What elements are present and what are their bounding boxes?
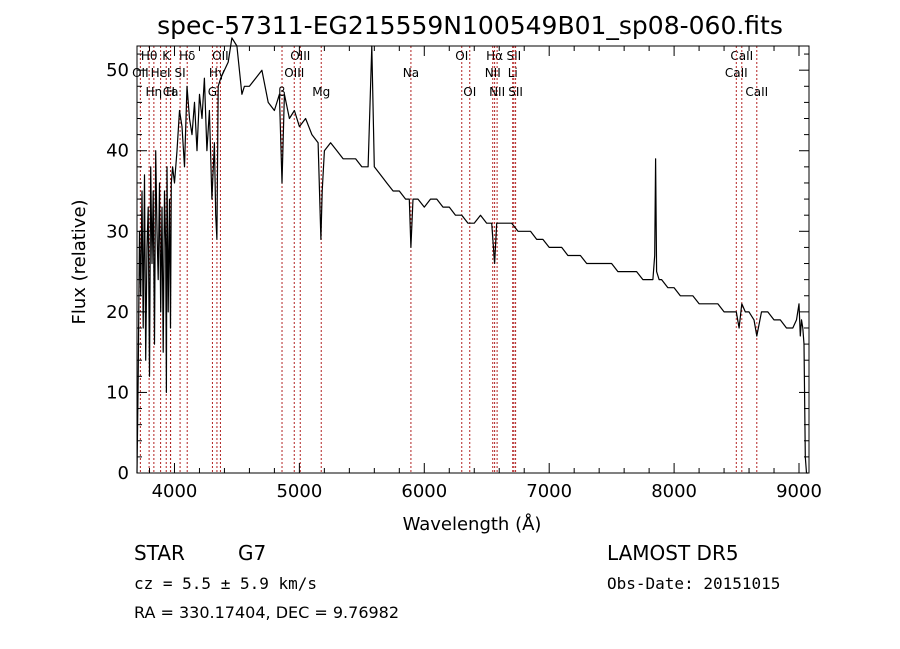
line-marker-label: OII [132,66,149,80]
line-marker-label: Hδ [179,49,195,63]
line-marker-label: OI [463,85,476,99]
line-marker-label: NII [489,85,505,99]
line-marker-label: Hη [146,85,163,99]
y-tick-label: 40 [106,141,129,162]
line-marker-label: H [166,85,175,99]
line-marker-label: OII [212,49,229,63]
y-axis-label: Flux (relative) [69,199,90,324]
x-tick-label: 9000 [776,481,822,502]
line-marker-label: CaII [725,66,748,80]
x-tick-label: 8000 [651,481,697,502]
x-tick-label: 7000 [526,481,572,502]
line-marker-label: Na [403,66,419,80]
line-marker-label: Li [508,66,518,80]
line-marker-label: G [208,85,217,99]
object-subclass: G7 [238,541,266,565]
x-axis-label: Wavelength (Å) [403,513,542,535]
line-marker-label: Mg [312,85,330,99]
spectrum-series [136,37,808,474]
y-tick-label: 20 [106,302,129,323]
line-marker-label: SI [175,66,186,80]
axes: 4000 5000 6000 7000 8000 9000 0 10 20 30 40 50 [106,45,822,502]
y-tick-label: 30 [106,221,129,242]
line-marker-label: K [162,49,171,63]
line-marker-label: OIII [290,49,310,63]
line-marker-label: SII [506,49,521,63]
obs-date: Obs-Date: 20151015 [607,574,780,593]
y-tick-label: 10 [106,382,129,403]
redshift-text: cz = 5.5 ± 5.9 km/s [134,574,317,593]
object-class: STAR [134,541,185,565]
y-tick-label: 0 [118,463,129,484]
line-marker-label: NII [485,66,501,80]
line-marker-label: Hα [486,49,503,63]
coordinates-text: RA = 330.17404, DEC = 9.76982 [134,603,399,622]
x-tick-label: 4000 [152,481,198,502]
line-marker-label: CaII [730,49,753,63]
survey-name: LAMOST DR5 [607,541,739,565]
y-tick-label: 50 [106,60,129,81]
line-marker-label: OI [455,49,468,63]
line-marker-label: CaII [745,85,768,99]
line-marker-label: OIII [284,66,304,80]
line-marker-label: HeI [151,66,171,80]
line-marker-label: SII [508,85,523,99]
plot-frame [136,45,810,474]
line-marker-label: β [278,85,286,99]
x-tick-label: 6000 [401,481,447,502]
chart-title: spec-57311-EG215559N100549B01_sp08-060.f… [157,11,783,40]
x-tick-label: 5000 [276,481,322,502]
line-marker-label: Hθ [141,49,157,63]
spectrum-line [136,37,808,474]
